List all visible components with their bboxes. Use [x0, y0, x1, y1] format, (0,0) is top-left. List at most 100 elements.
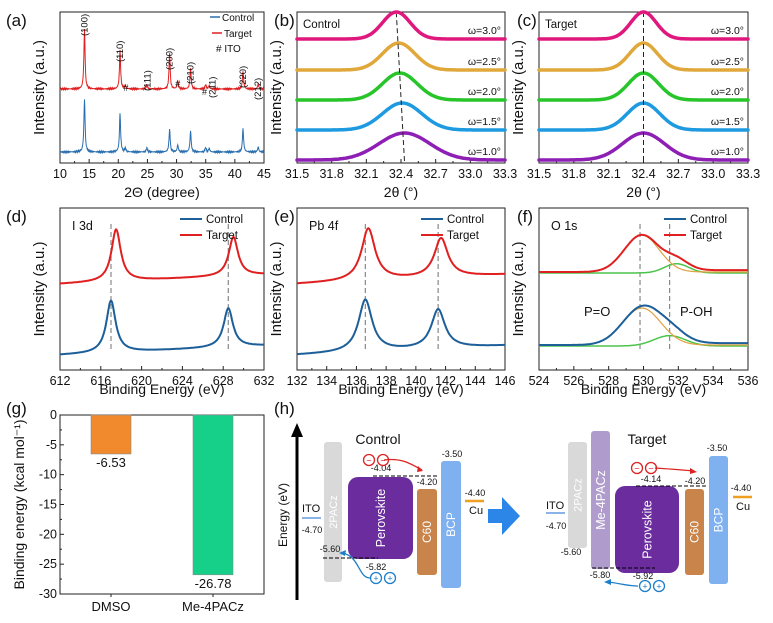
xps-i3d-xtick-label: 612 — [50, 374, 71, 388]
cu-value-control: -4.40 — [465, 488, 486, 498]
rocking-control-title: Control — [303, 19, 340, 31]
rocking-target-xtick-label: 33.3 — [736, 167, 760, 181]
bar-ytick-label: 0 — [50, 408, 57, 422]
hole-arrowhead-control — [339, 550, 346, 556]
me4pacz-value-target: -5.80 — [590, 570, 611, 580]
perovskite-target-block — [615, 486, 679, 573]
rocking-curve — [295, 10, 507, 41]
xrd-peak-label: (211) — [208, 77, 219, 98]
energy-diagram: Energy (eV) Control ITO -4.70 2PACz -5.60 Pero… — [276, 423, 752, 600]
xps-o1s-ylabel: Intensity (a.u.) — [510, 241, 527, 336]
me4pacz-target-label: Me-4PACz — [594, 470, 608, 530]
xps-fit-poh — [539, 334, 748, 347]
rocking-control-xlabel: 2θ (°) — [384, 184, 418, 200]
xrd-xlabel: 2Θ (degree) — [124, 184, 199, 200]
transition-arrow — [488, 497, 520, 535]
rocking-control-ylabel: Intensity (a.u.) — [268, 40, 285, 135]
ito-value-target: -4.70 — [546, 521, 567, 531]
xrd-ito-marker: # — [123, 83, 128, 93]
electron-arrowhead-target — [690, 468, 697, 474]
rocking-curve — [295, 71, 507, 102]
xps-i3d-xtick-label: 628 — [213, 374, 234, 388]
xps-pb4f-xtick-label: 132 — [287, 374, 308, 388]
xrd-xtick-label: 30 — [170, 167, 184, 181]
c60-value-target: -4.20 — [685, 476, 706, 486]
xps-pb4f-title: Pb 4f — [309, 219, 339, 233]
rocking-target-xtick-label: 33.0 — [701, 167, 725, 181]
xps-pb4f-ylabel: Intensity (a.u.) — [268, 241, 285, 336]
xrd-xtick-label: 25 — [140, 167, 154, 181]
panel-label: (e) — [274, 207, 295, 226]
legend-label-control: Control — [447, 214, 484, 226]
xps-i3d-ylabel: Intensity (a.u.) — [31, 241, 48, 336]
electron-pair-target-circle — [630, 461, 644, 475]
xps-o1s-xtick-label: 532 — [668, 374, 689, 388]
legend-label-target: Target — [447, 230, 480, 242]
rocking-curve — [537, 10, 750, 41]
2pacz-value-control: -5.60 — [320, 544, 341, 554]
xps-i3d-xlabel: Binding Energy (eV) — [99, 381, 224, 397]
xrd-peak-label: (220) — [238, 66, 249, 88]
xps-i3d-xtick-label: 624 — [172, 374, 193, 388]
bar-ytick-label: -30 — [39, 587, 57, 601]
hole-pair-control-circle — [369, 571, 383, 585]
hole-transfer-arrow-control — [341, 552, 371, 579]
rocking-curve — [295, 41, 507, 72]
perovskite-top-value-control: -4.04 — [371, 463, 392, 473]
bar-ytick-label: -15 — [39, 498, 57, 512]
bcp-target-label: BCP — [712, 508, 726, 533]
hole-pair-control-sign: + — [373, 574, 378, 584]
me4pacz-target-block — [591, 431, 610, 569]
c60-control-label: C60 — [420, 521, 434, 543]
rocking-omega-label: ω=3.0° — [711, 25, 744, 37]
xps-o1s-xtick-label: 534 — [703, 374, 724, 388]
hole-pair-target-circle — [638, 579, 652, 593]
xps-fit-po — [539, 307, 748, 346]
rocking-target-xtick-label: 31.5 — [527, 167, 551, 181]
xrd-xtick-label: 35 — [199, 167, 213, 181]
rocking-target-xtick-label: 31.8 — [562, 167, 586, 181]
hole-arrowhead-target — [604, 579, 611, 585]
xps-pb4f-xtick-label: 142 — [435, 374, 456, 388]
xrd-ylabel: Intensity (a.u.) — [31, 40, 48, 135]
bcp-value-target: -3.50 — [707, 443, 728, 453]
cu-value-target: -4.40 — [731, 483, 752, 493]
xps-i3d-xtick-label: 616 — [90, 374, 111, 388]
rocking-peak-guide — [395, 13, 405, 162]
xrd-peak-label: (212) — [253, 78, 264, 100]
hole-pair-target-sign: + — [642, 582, 647, 592]
xps-line-control — [539, 304, 748, 346]
xrd-xtick-label: 15 — [82, 167, 96, 181]
rocking-target-xtick-label: 32.1 — [596, 167, 620, 181]
xps-pb4f-xtick-label: 136 — [346, 374, 367, 388]
hole-pair-target-sign: + — [656, 582, 661, 592]
bcp-control-label: BCP — [444, 512, 458, 537]
panel-label: (d) — [6, 207, 27, 226]
legend-label-control: Control — [222, 13, 254, 24]
perovskite-control-block — [348, 477, 413, 559]
xps-line-target — [539, 233, 748, 273]
electron-pair-target-sign: − — [634, 464, 639, 474]
xps-i3d-xtick-label: 632 — [254, 374, 275, 388]
rocking-control-xtick-label: 33.0 — [458, 167, 482, 181]
xps-o1s-xtick-label: 536 — [738, 374, 759, 388]
legend-label-target: Target — [206, 230, 239, 242]
target-title: Target — [628, 431, 667, 447]
control-title: Control — [355, 431, 400, 447]
bar-category-label: DMSO — [92, 599, 131, 614]
rocking-omega-label: ω=1.0° — [711, 146, 744, 158]
bar-ytick-label: -5 — [46, 438, 57, 452]
rocking-omega-label: ω=1.0° — [468, 146, 501, 158]
xrd-xtick-label: 45 — [257, 167, 271, 181]
c60-value-control: -4.20 — [417, 477, 438, 487]
perovskite-target-label: Perovskite — [640, 500, 654, 558]
xps-o1s-xlabel: Binding Energy (eV) — [581, 381, 706, 397]
rocking-omega-label: ω=1.5° — [711, 116, 744, 128]
xps-pb4f-xtick-label: 134 — [316, 374, 337, 388]
rocking-control-xtick-label: 32.7 — [423, 167, 447, 181]
hole-pair-control-circle — [383, 571, 397, 585]
ito-value-control: -4.70 — [302, 525, 323, 535]
hole-pair-target-circle — [652, 579, 666, 593]
perovskite-control-label: Perovskite — [374, 489, 388, 547]
